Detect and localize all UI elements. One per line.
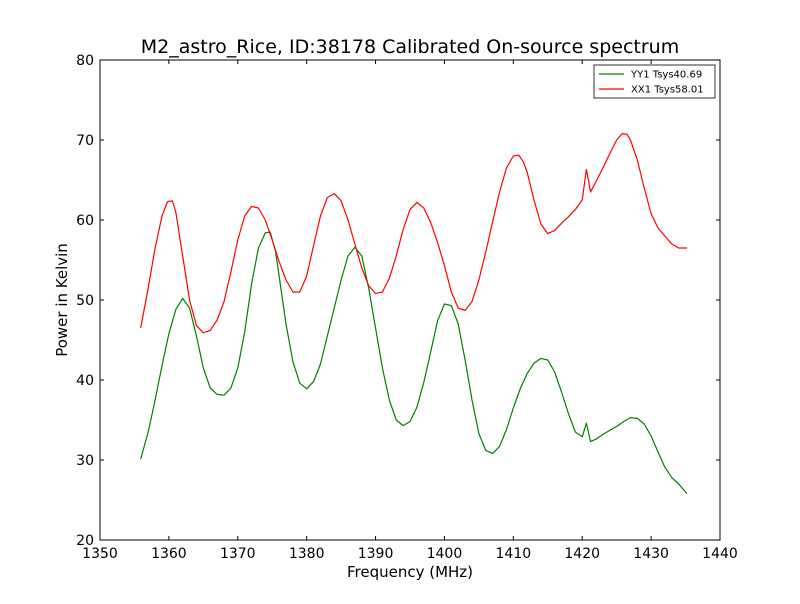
legend: YY1 Tsys40.69 XX1 Tsys58.01 bbox=[593, 64, 716, 99]
plot-area bbox=[100, 60, 720, 540]
x-tick-label: 1440 bbox=[702, 546, 738, 562]
x-tick-label: 1390 bbox=[358, 546, 394, 562]
x-tick-label: 1430 bbox=[633, 546, 669, 562]
y-tick-label: 40 bbox=[76, 373, 94, 389]
ticks-layer: 1350 1360 1370 1380 1390 1400 1410 1420 1430 1440… bbox=[76, 53, 738, 562]
plot-frame bbox=[99, 59, 721, 541]
x-axis-label: Frequency (MHz) bbox=[347, 563, 473, 581]
x-tick-label: 1360 bbox=[151, 546, 187, 562]
y-tick-label: 60 bbox=[76, 213, 94, 229]
y-axis-label: Power in Kelvin bbox=[53, 243, 71, 357]
y-tick-label: 20 bbox=[76, 533, 94, 549]
y-tick-label: 70 bbox=[76, 133, 94, 149]
legend-box bbox=[593, 64, 716, 99]
series-line-0 bbox=[140, 231, 688, 494]
legend-label-yy1: YY1 Tsys40.69 bbox=[630, 70, 702, 81]
series-layer bbox=[140, 133, 688, 494]
x-tick-label: 1410 bbox=[496, 546, 532, 562]
x-tick-label: 1380 bbox=[289, 546, 325, 562]
y-tick-label: 30 bbox=[76, 453, 94, 469]
y-tick-label: 50 bbox=[76, 293, 94, 309]
chart-title: M2_astro_Rice, ID:38178 Calibrated On-so… bbox=[141, 36, 679, 58]
x-tick-label: 1350 bbox=[82, 546, 118, 562]
x-tick-label: 1400 bbox=[427, 546, 463, 562]
legend-label-xx1: XX1 Tsys58.01 bbox=[631, 85, 704, 96]
series-line-1 bbox=[140, 133, 687, 334]
x-tick-label: 1420 bbox=[564, 546, 600, 562]
y-tick-label: 80 bbox=[76, 53, 94, 69]
x-tick-label: 1370 bbox=[220, 546, 256, 562]
